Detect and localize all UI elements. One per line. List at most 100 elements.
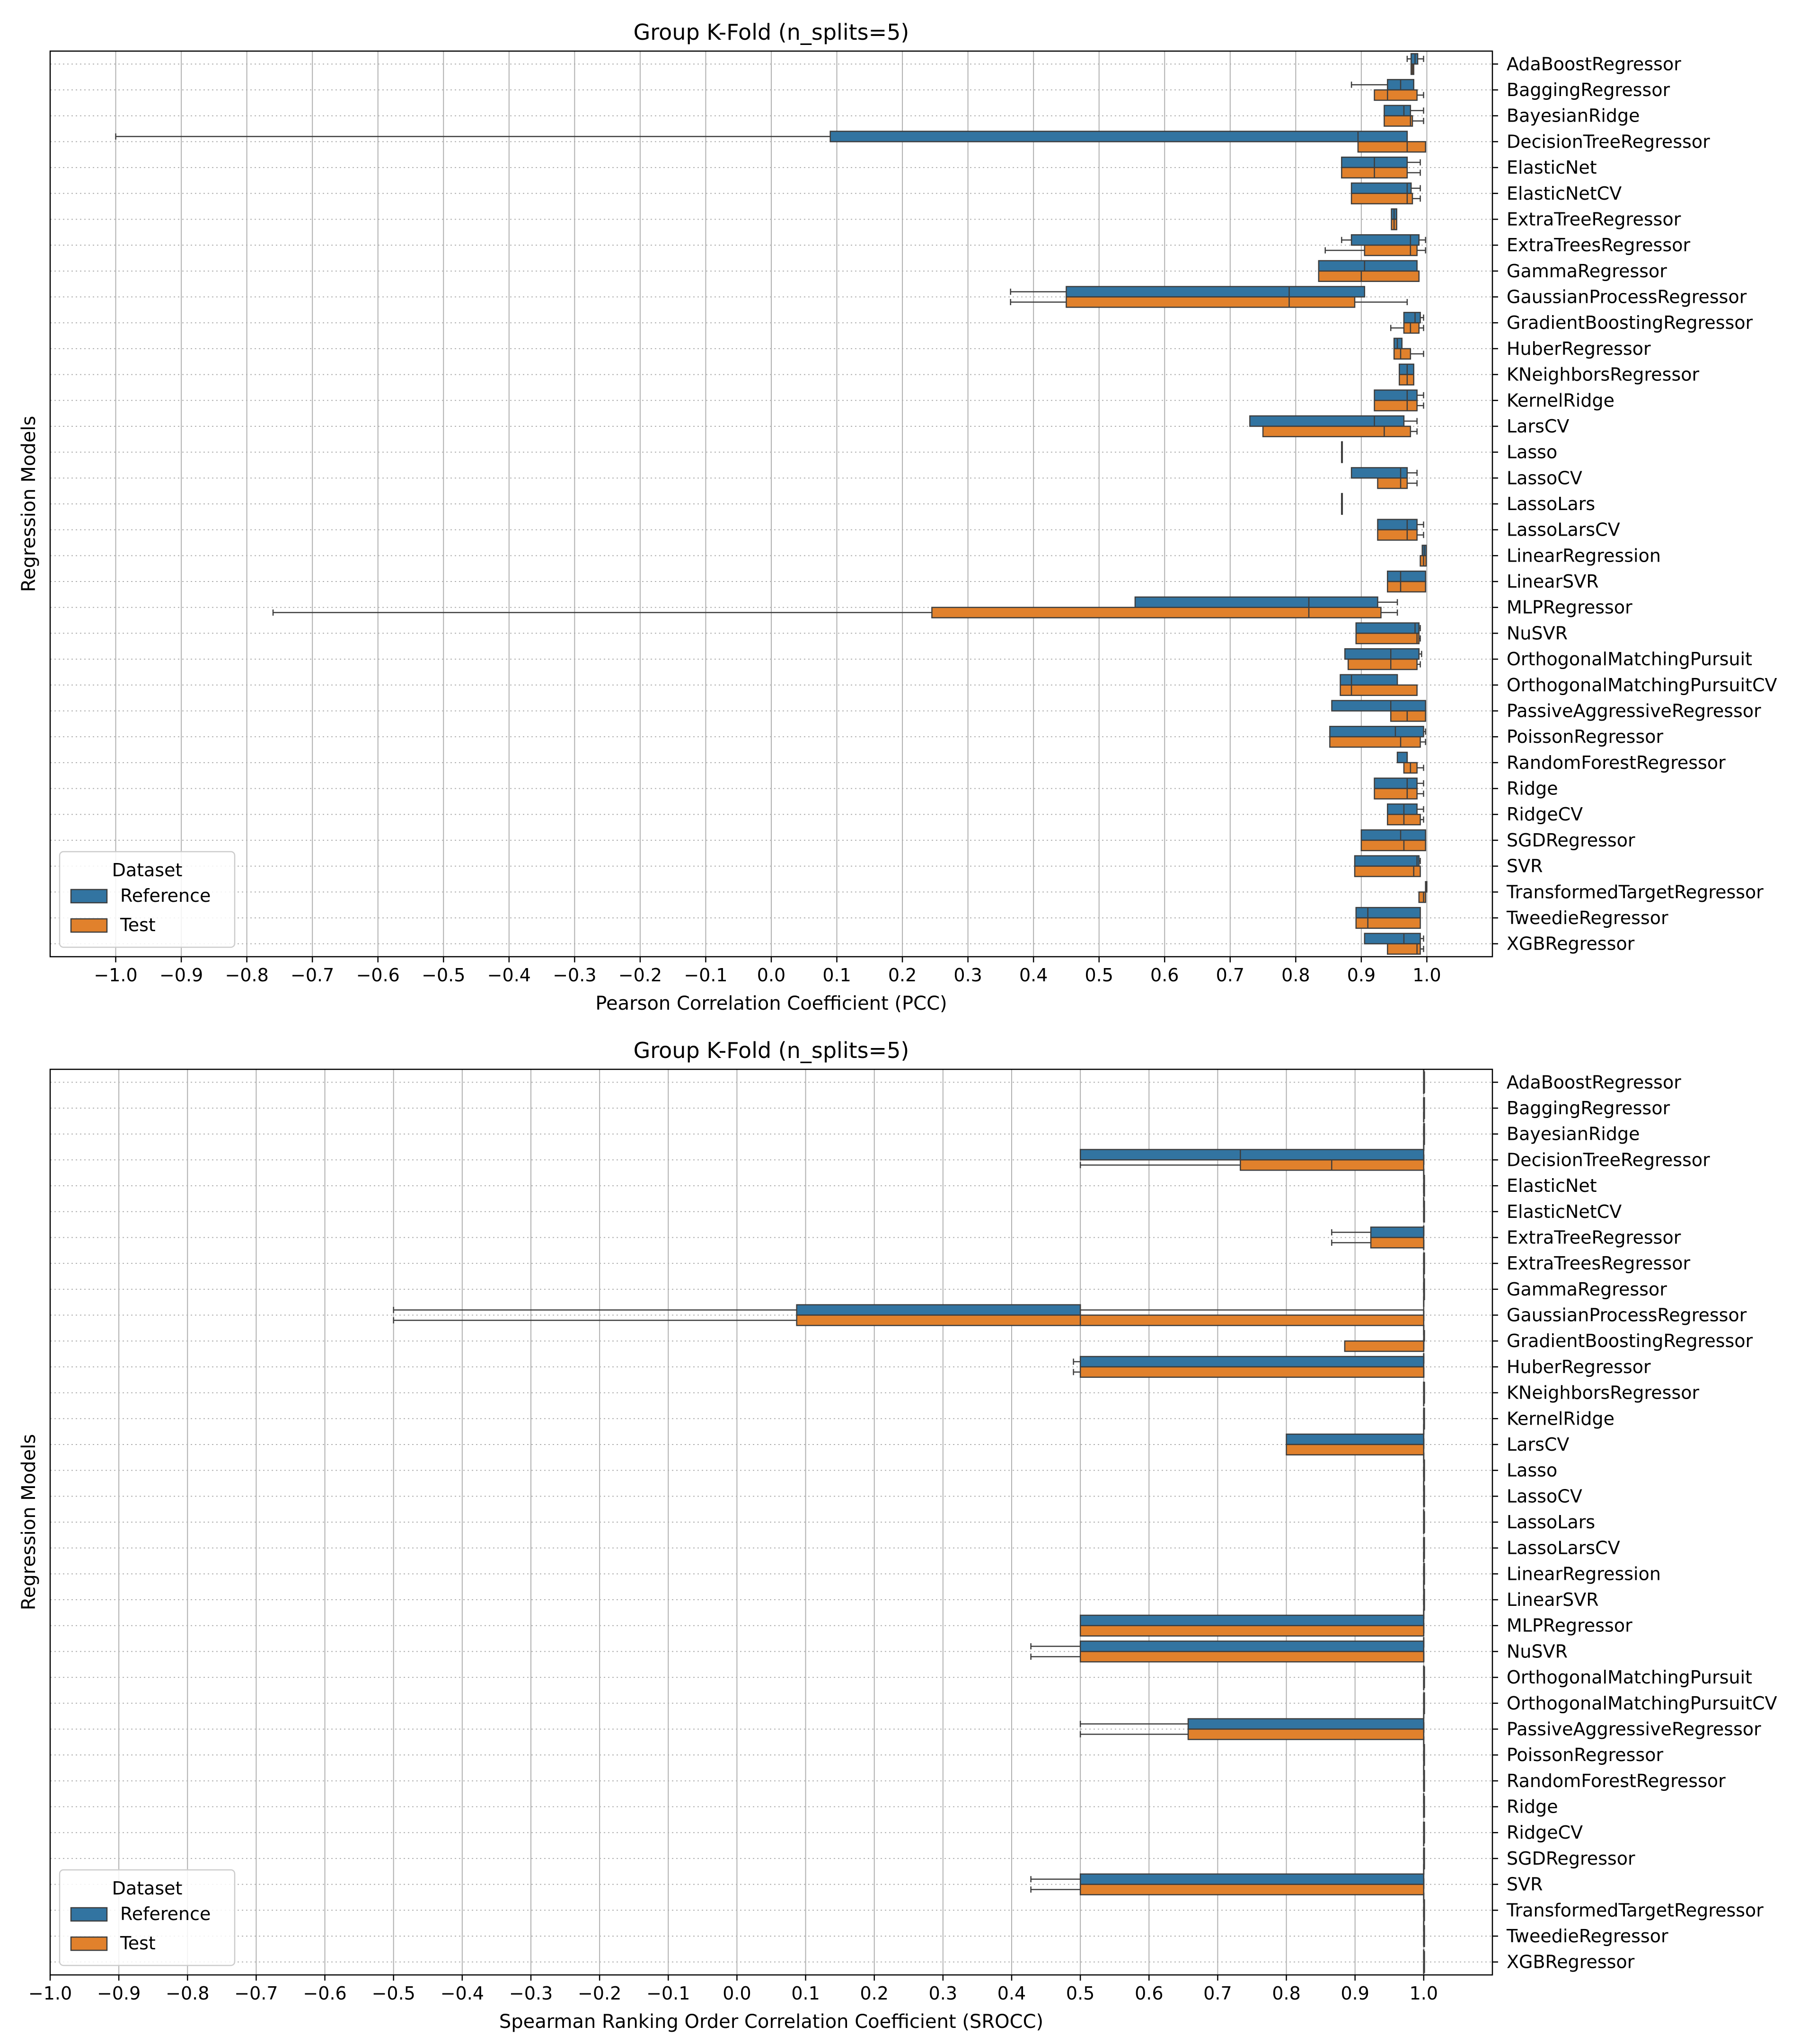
y-tick-label: LassoLarsCV <box>1507 520 1620 540</box>
test-box <box>1418 891 1426 903</box>
y-tick-label: PassiveAggressiveRegressor <box>1507 700 1761 721</box>
y-tick-label: TweedieRegressor <box>1506 1926 1668 1947</box>
x-tick-label: 0.5 <box>1085 965 1113 986</box>
legend-swatch-test <box>70 1936 108 1951</box>
x-tick-label: −1.0 <box>94 965 137 986</box>
x-tick-label: 0.6 <box>1135 1983 1163 2004</box>
reference-box <box>1350 234 1420 246</box>
y-tick-label: TweedieRegressor <box>1506 907 1668 928</box>
test-box <box>1350 193 1413 204</box>
y-tick-label: LinearRegression <box>1507 1563 1661 1584</box>
reference-box <box>1331 700 1426 712</box>
test-box <box>1262 425 1411 438</box>
reference-box <box>1079 1640 1425 1652</box>
x-tick-label: 0.0 <box>757 965 785 986</box>
x-tick-label: −0.8 <box>166 1983 209 2004</box>
reference-box <box>829 131 1408 142</box>
test-box <box>1318 270 1420 282</box>
x-tick-label: 0.4 <box>1019 965 1048 986</box>
y-tick-label: KNeighborsRegressor <box>1507 1383 1699 1403</box>
reference-box <box>1410 53 1419 65</box>
y-tick-label: BaggingRegressor <box>1507 1098 1670 1119</box>
y-tick-label: DecisionTreeRegressor <box>1507 131 1710 152</box>
reference-box <box>1318 260 1418 272</box>
reference-box <box>1384 105 1411 116</box>
chart-title: Group K-Fold (n_splits=5) <box>634 19 909 45</box>
test-box <box>1355 633 1420 644</box>
y-tick-label: ElasticNetCV <box>1507 1201 1622 1222</box>
reference-box <box>1377 519 1418 530</box>
y-tick-label: KernelRidge <box>1507 1408 1614 1429</box>
x-tick-label: −0.7 <box>291 965 334 986</box>
y-tick-label: LarsCV <box>1507 1434 1569 1455</box>
y-axis-label: Regression Models <box>18 416 40 592</box>
x-tick-label: 0.6 <box>1150 965 1179 986</box>
y-tick-label: RidgeCV <box>1507 804 1583 825</box>
y-tick-label: RandomForestRegressor <box>1507 1771 1726 1791</box>
reference-box <box>1403 312 1421 324</box>
y-tick-label: TransformedTargetRegressor <box>1506 881 1764 902</box>
chart-title: Group K-Fold (n_splits=5) <box>634 1038 909 1063</box>
y-tick-label: LassoCV <box>1507 467 1582 488</box>
x-tick-label: −0.8 <box>225 965 268 986</box>
y-tick-label: BaggingRegressor <box>1507 79 1670 100</box>
axes-frame <box>49 1068 1493 1976</box>
y-tick-label: LassoLarsCV <box>1507 1538 1620 1559</box>
reference-box <box>1286 1433 1425 1445</box>
y-tick-label: PoissonRegressor <box>1507 1744 1664 1765</box>
y-tick-label: MLPRegressor <box>1507 1615 1632 1636</box>
reference-box <box>1360 829 1426 841</box>
x-tick-label: 0.8 <box>1281 965 1310 986</box>
y-tick-label: Lasso <box>1507 1460 1557 1481</box>
y-tick-label: GradientBoostingRegressor <box>1507 312 1753 333</box>
y-tick-label: LinearSVR <box>1507 571 1599 592</box>
y-tick-label: HuberRegressor <box>1507 1357 1651 1377</box>
legend: Dataset Reference Test <box>59 851 236 948</box>
test-box <box>1329 736 1421 748</box>
y-tick-label: LassoLars <box>1507 1512 1595 1533</box>
test-box <box>1374 89 1418 101</box>
test-box <box>1377 529 1418 541</box>
x-tick-label: −0.9 <box>97 1983 141 2004</box>
x-tick-label: −0.1 <box>646 1983 690 2004</box>
y-tick-label: KernelRidge <box>1507 390 1614 411</box>
test-box <box>1370 1237 1425 1249</box>
y-tick-label: ExtraTreeRegressor <box>1507 209 1681 229</box>
test-box <box>1399 374 1414 386</box>
test-box <box>1393 348 1411 360</box>
y-tick-label: SVR <box>1507 856 1543 877</box>
x-tick-label: 0.5 <box>1066 1983 1094 2004</box>
x-tick-label: −1.0 <box>28 1983 72 2004</box>
y-tick-label: OrthogonalMatchingPursuitCV <box>1507 1693 1777 1714</box>
reference-box <box>1387 803 1418 815</box>
test-box <box>1344 1340 1425 1352</box>
x-tick-label: 0.2 <box>860 1983 888 2004</box>
y-tick-label: Ridge <box>1507 778 1558 799</box>
reference-box <box>1079 1356 1425 1368</box>
reference-box <box>1396 751 1408 764</box>
x-tick-label: −0.4 <box>441 1983 484 2004</box>
y-tick-label: SVR <box>1507 1874 1543 1895</box>
y-tick-label: OrthogonalMatchingPursuit <box>1507 649 1752 670</box>
x-tick-label: 0.1 <box>791 1983 820 2004</box>
x-axis-label: Spearman Ranking Order Correlation Coeff… <box>499 2011 1043 2033</box>
y-tick-label: Ridge <box>1507 1797 1558 1817</box>
y-tick-label: ExtraTreesRegressor <box>1507 1253 1690 1274</box>
reference-box <box>1374 777 1418 789</box>
y-tick-label: BayesianRidge <box>1507 106 1640 126</box>
test-box <box>1387 581 1426 593</box>
reference-box <box>1134 596 1378 608</box>
legend-label-test: Test <box>120 1933 156 1954</box>
y-tick-label: SGDRegressor <box>1507 1848 1635 1869</box>
reference-box <box>1079 1873 1425 1885</box>
x-tick-label: −0.4 <box>487 965 531 986</box>
test-box <box>1403 322 1420 334</box>
reference-box <box>1340 674 1398 686</box>
x-tick-label: 0.3 <box>953 965 982 986</box>
y-tick-label: MLPRegressor <box>1507 597 1632 618</box>
x-tick-label: 0.9 <box>1341 1983 1369 2004</box>
y-tick-label: HuberRegressor <box>1507 338 1651 359</box>
y-tick-label: LassoLars <box>1507 493 1595 514</box>
x-tick-label: −0.1 <box>684 965 727 986</box>
